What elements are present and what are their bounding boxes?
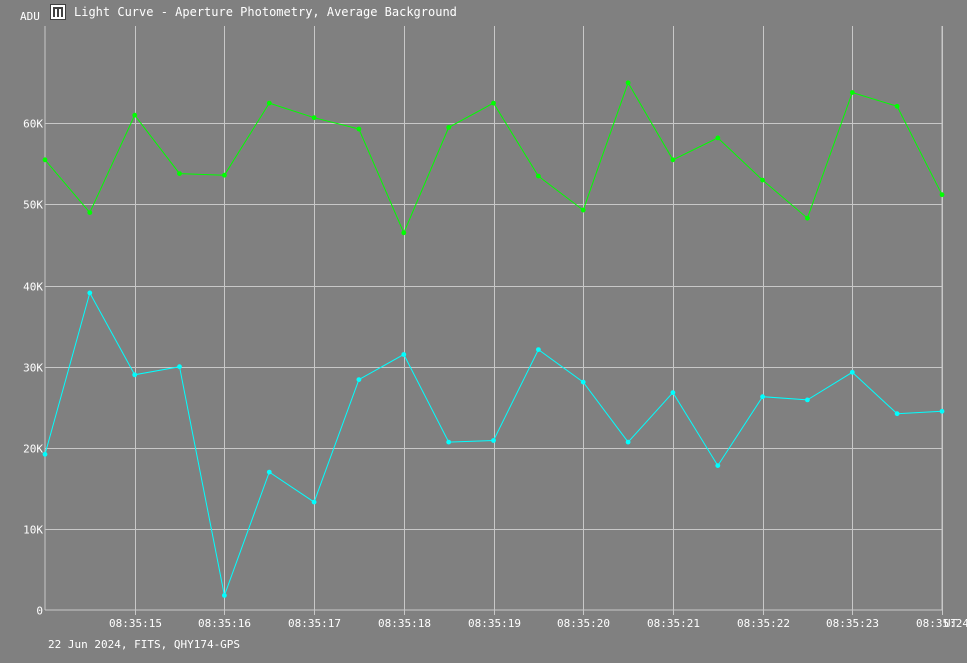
data-point-series-2: [177, 364, 182, 370]
x-tick-label: 08:35:22: [737, 617, 790, 630]
y-tick-label: 30K: [23, 362, 43, 375]
data-point-series-2: [670, 390, 676, 395]
data-point-series-2: [715, 463, 721, 468]
data-point-series-1: [580, 207, 586, 213]
y-tick-label: 60K: [23, 118, 43, 131]
y-tick-label: 40K: [23, 281, 43, 294]
data-point-series-1: [536, 173, 541, 179]
data-point-series-1: [491, 100, 496, 106]
data-point-series-2: [849, 369, 855, 375]
data-point-series-1: [222, 172, 227, 178]
data-point-series-2: [266, 469, 272, 475]
data-point-series-1: [805, 215, 810, 221]
data-point-series-2: [222, 593, 227, 598]
y-axis-label: ADU: [20, 10, 40, 23]
data-point-series-1: [939, 192, 945, 198]
data-point-series-1: [87, 210, 93, 216]
window-title-bar: Light Curve - Aperture Photometry, Avera…: [50, 3, 457, 21]
data-point-series-2: [491, 438, 496, 443]
data-point-series-1: [625, 80, 631, 86]
y-tick-label: 20K: [23, 443, 43, 456]
x-tick-label: 08:35:24: [916, 617, 967, 630]
data-point-series-2: [356, 377, 362, 382]
x-tick-label: 08:35:16: [198, 617, 251, 630]
data-point-series-1: [311, 115, 317, 121]
data-point-series-2: [311, 499, 317, 505]
data-point-series-2: [446, 439, 452, 445]
data-point-series-1: [670, 157, 676, 163]
x-tick-label: 08:35:19: [468, 617, 521, 630]
x-tick-label: 08:35:18: [378, 617, 431, 630]
data-point-series-1: [849, 90, 855, 95]
data-point-series-2: [401, 352, 407, 357]
x-tick-label: 08:35:20: [557, 617, 610, 630]
data-point-series-2: [87, 290, 93, 296]
data-point-series-2: [42, 451, 48, 457]
x-tick-label: 08:35:15: [109, 617, 162, 630]
x-tick-label: 08:35:21: [647, 617, 700, 630]
x-axis-label: UT: [944, 617, 958, 630]
data-point-series-2: [760, 394, 765, 400]
data-point-series-2: [536, 347, 541, 352]
y-tick-label: 10K: [23, 524, 43, 537]
x-tick-label: 08:35:23: [826, 617, 879, 630]
data-point-series-1: [760, 177, 765, 183]
data-point-series-2: [132, 372, 138, 378]
data-point-series-2: [894, 411, 900, 417]
series-line-2: [44, 291, 943, 598]
window-title: Light Curve - Aperture Photometry, Avera…: [74, 5, 457, 19]
x-tick-label: 08:35:17: [288, 617, 341, 630]
data-point-series-1: [715, 135, 721, 141]
data-point-series-1: [446, 125, 452, 130]
data-point-series-1: [177, 171, 182, 177]
data-point-series-1: [356, 126, 362, 132]
data-point-series-2: [625, 439, 631, 445]
data-point-series-1: [894, 103, 900, 109]
light-curve-icon[interactable]: [50, 4, 66, 20]
data-point-series-2: [939, 408, 945, 414]
y-tick-label: 0: [36, 605, 43, 618]
observation-info: 22 Jun 2024, FITS, QHY174-GPS: [48, 638, 241, 651]
data-point-series-1: [42, 157, 48, 163]
data-point-series-2: [805, 397, 810, 403]
y-tick-label: 50K: [23, 199, 43, 212]
data-point-series-1: [401, 230, 407, 236]
data-point-series-1: [266, 100, 272, 106]
data-point-series-2: [580, 379, 586, 385]
data-point-series-1: [132, 112, 138, 118]
